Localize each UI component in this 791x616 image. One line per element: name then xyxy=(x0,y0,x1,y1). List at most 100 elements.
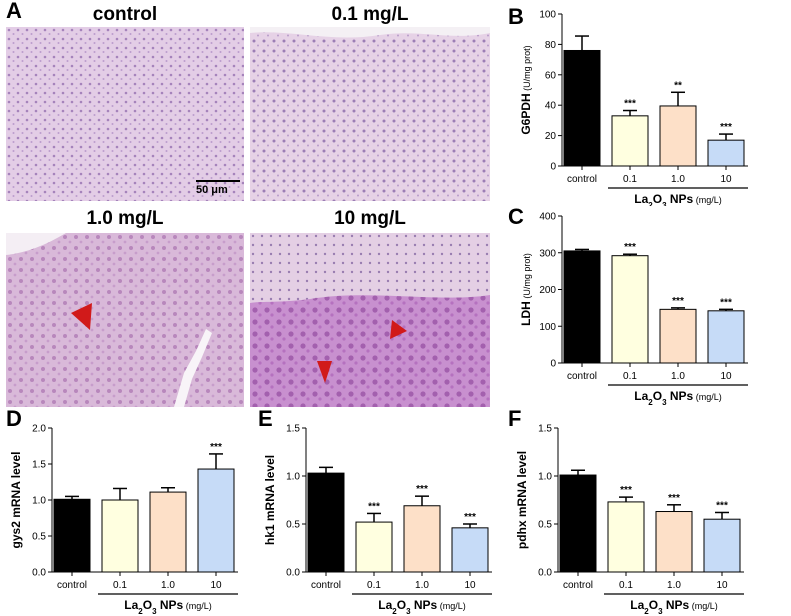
y-tick-label: 300 xyxy=(539,248,556,259)
y-tick-label: 1.5 xyxy=(286,424,300,435)
x-tick-label: 1.0 xyxy=(415,580,429,591)
significance-label: *** xyxy=(416,484,428,495)
bar xyxy=(611,115,649,167)
tissue-image-0-1 xyxy=(250,27,490,201)
bar xyxy=(563,250,601,364)
group-label: La2O3 NPs (mg/L) xyxy=(634,192,721,206)
bar xyxy=(703,518,741,573)
y-tick-label: 1.0 xyxy=(286,472,300,483)
y-tick-label: 0.0 xyxy=(32,568,46,579)
x-tick-label: 1.0 xyxy=(667,580,681,591)
y-tick-label: 1.5 xyxy=(538,424,552,435)
arrowhead-icon xyxy=(71,303,92,330)
significance-label: *** xyxy=(668,493,680,504)
micrograph-title-control: control xyxy=(92,4,158,25)
y-tick-label: 60 xyxy=(545,70,557,81)
tissue-image-10 xyxy=(250,233,490,407)
x-tick-label: control xyxy=(311,580,341,591)
x-tick-label: control xyxy=(57,580,87,591)
y-tick-label: 0.5 xyxy=(538,520,552,531)
x-tick-label: 10 xyxy=(716,580,728,591)
y-axis-label: pdhx mRNA level xyxy=(515,451,529,549)
group-label: La2O3 NPs (mg/L) xyxy=(630,598,717,616)
bar xyxy=(53,498,91,573)
chart-e: 0.0 0.5 1.0 1.5 hk1 mRNA level control *** 0.1 *… xyxy=(263,424,492,616)
panel-letter-e: E xyxy=(258,406,273,431)
y-axis-label: LDH (U/mg prot) xyxy=(519,253,533,326)
x-tick-label: 1.0 xyxy=(671,174,685,185)
bar xyxy=(307,472,345,573)
micrograph-10 xyxy=(250,233,490,407)
y-axis-label: gys2 mRNA level xyxy=(9,452,23,549)
significance-label: *** xyxy=(720,122,732,133)
panel-letter-d: D xyxy=(6,406,22,431)
y-tick-label: 0.0 xyxy=(538,568,552,579)
bar xyxy=(655,511,693,573)
y-tick-label: 40 xyxy=(545,101,557,112)
y-tick-label: 1.5 xyxy=(32,460,46,471)
bar xyxy=(659,105,697,167)
significance-label: *** xyxy=(672,296,684,307)
significance-label: ** xyxy=(674,80,682,91)
x-tick-label: 10 xyxy=(464,580,476,591)
micrograph-title-1-0: 1.0 mg/L xyxy=(86,208,164,229)
y-tick-label: 0.0 xyxy=(286,568,300,579)
bar xyxy=(101,499,139,573)
significance-label: *** xyxy=(624,99,636,110)
micrograph-control xyxy=(6,27,244,201)
bar xyxy=(149,491,187,573)
x-tick-label: 0.1 xyxy=(113,580,127,591)
y-tick-label: 400 xyxy=(539,212,556,223)
bar xyxy=(563,49,601,167)
micrograph-title-10: 10 mg/L xyxy=(334,208,406,229)
significance-label: *** xyxy=(720,297,732,308)
y-tick-label: 200 xyxy=(539,285,556,296)
bar xyxy=(403,505,441,573)
y-tick-label: 1.0 xyxy=(32,496,46,507)
y-tick-label: 0 xyxy=(550,162,556,173)
bar xyxy=(355,521,393,573)
bar xyxy=(607,501,645,573)
panel-letter-a: A xyxy=(6,0,22,23)
x-tick-label: 1.0 xyxy=(671,371,685,382)
y-tick-label: 0.5 xyxy=(32,532,46,543)
bar xyxy=(451,527,489,573)
tissue-image-control xyxy=(6,27,244,201)
chart-b: 0 20 40 60 80 100 G6PDH (U/mg prot) control *** 0… xyxy=(519,10,748,206)
x-tick-label: 1.0 xyxy=(161,580,175,591)
y-axis-label: hk1 mRNA level xyxy=(263,455,277,545)
chart-f: 0.0 0.5 1.0 1.5 pdhx mRNA level control *** 0.1… xyxy=(515,424,744,616)
x-tick-label: 0.1 xyxy=(367,580,381,591)
x-tick-label: 10 xyxy=(720,174,732,185)
y-tick-label: 80 xyxy=(545,40,557,51)
x-tick-label: 10 xyxy=(720,371,732,382)
y-tick-label: 0 xyxy=(550,359,556,370)
y-axis-label: G6PDH (U/mg prot) xyxy=(519,45,533,134)
group-label: La2O3 NPs (mg/L) xyxy=(634,389,721,406)
micrograph-0-1 xyxy=(250,27,490,201)
y-tick-label: 100 xyxy=(539,10,556,21)
group-label: La2O3 NPs (mg/L) xyxy=(124,598,211,616)
y-tick-label: 0.5 xyxy=(286,520,300,531)
significance-label: *** xyxy=(620,485,632,496)
panel-letter-b: B xyxy=(508,4,524,29)
y-tick-label: 1.0 xyxy=(538,472,552,483)
tissue-image-1-0 xyxy=(6,233,244,407)
x-tick-label: control xyxy=(563,580,593,591)
x-tick-label: 0.1 xyxy=(619,580,633,591)
chart-c: 0 100 200 300 400 LDH (U/mg prot) control *** 0.… xyxy=(519,212,748,406)
bar xyxy=(707,139,745,167)
panel-letter-f: F xyxy=(508,406,522,431)
x-tick-label: 0.1 xyxy=(623,371,637,382)
micrograph-title-0-1: 0.1 mg/L xyxy=(331,4,409,25)
y-tick-label: 100 xyxy=(539,322,556,333)
significance-label: *** xyxy=(624,242,636,253)
x-tick-label: control xyxy=(567,174,597,185)
y-tick-label: 20 xyxy=(545,131,557,142)
scale-bar-line xyxy=(196,180,240,182)
x-tick-label: control xyxy=(567,371,597,382)
significance-label: *** xyxy=(464,512,476,523)
panel-letter-c: C xyxy=(508,204,524,229)
bar xyxy=(197,468,235,573)
